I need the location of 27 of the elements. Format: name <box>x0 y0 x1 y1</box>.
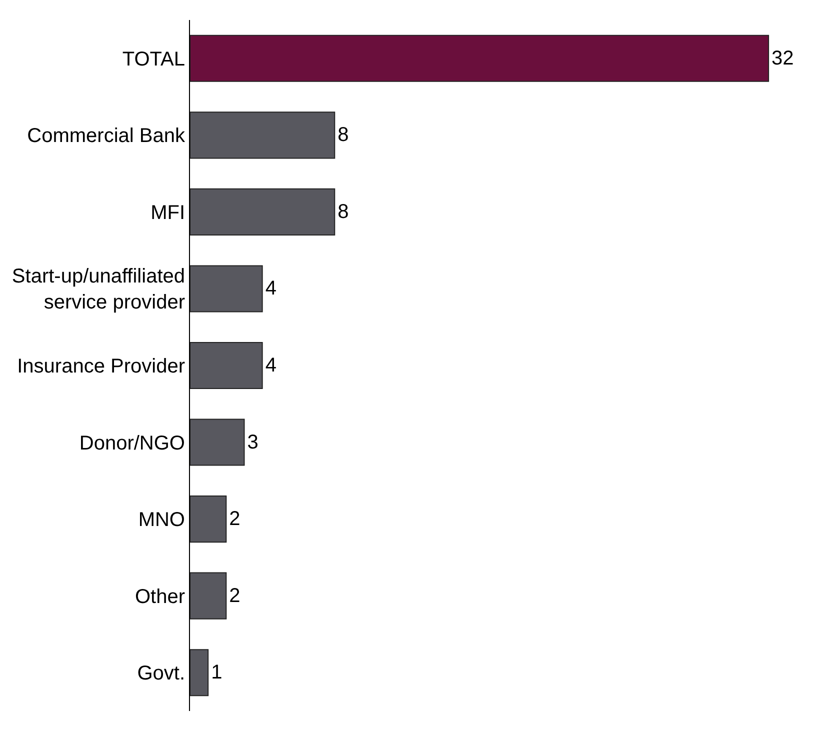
bar <box>190 572 227 620</box>
y-tick-label: Other <box>134 586 186 608</box>
y-tick-label: Start-up/unaffiliated service provider <box>12 266 186 314</box>
y-tick-label: Govt. <box>137 662 185 685</box>
data-label: 8 <box>338 124 349 146</box>
y-tick-label: MFI <box>150 202 185 224</box>
data-label: 2 <box>229 508 240 530</box>
bar <box>190 265 263 312</box>
bar <box>190 418 245 466</box>
bar <box>190 649 209 696</box>
bar <box>190 34 770 82</box>
data-label: 4 <box>265 354 276 376</box>
data-label: 8 <box>338 200 349 223</box>
data-label: 2 <box>229 584 240 607</box>
data-label: 4 <box>265 278 276 300</box>
y-tick-label: MNO <box>138 509 185 532</box>
y-tick-label: TOTAL <box>122 48 185 70</box>
y-tick-label: Insurance Provider <box>17 356 186 378</box>
y-tick-label: Donor/NGO <box>79 432 185 454</box>
data-label: 3 <box>247 431 258 454</box>
y-tick-label: Commercial Bank <box>27 125 186 148</box>
bar <box>190 188 336 236</box>
bar <box>190 112 336 159</box>
bar <box>190 496 227 543</box>
bar <box>190 342 263 390</box>
data-label: 1 <box>211 662 222 684</box>
data-label: 32 <box>772 47 794 70</box>
